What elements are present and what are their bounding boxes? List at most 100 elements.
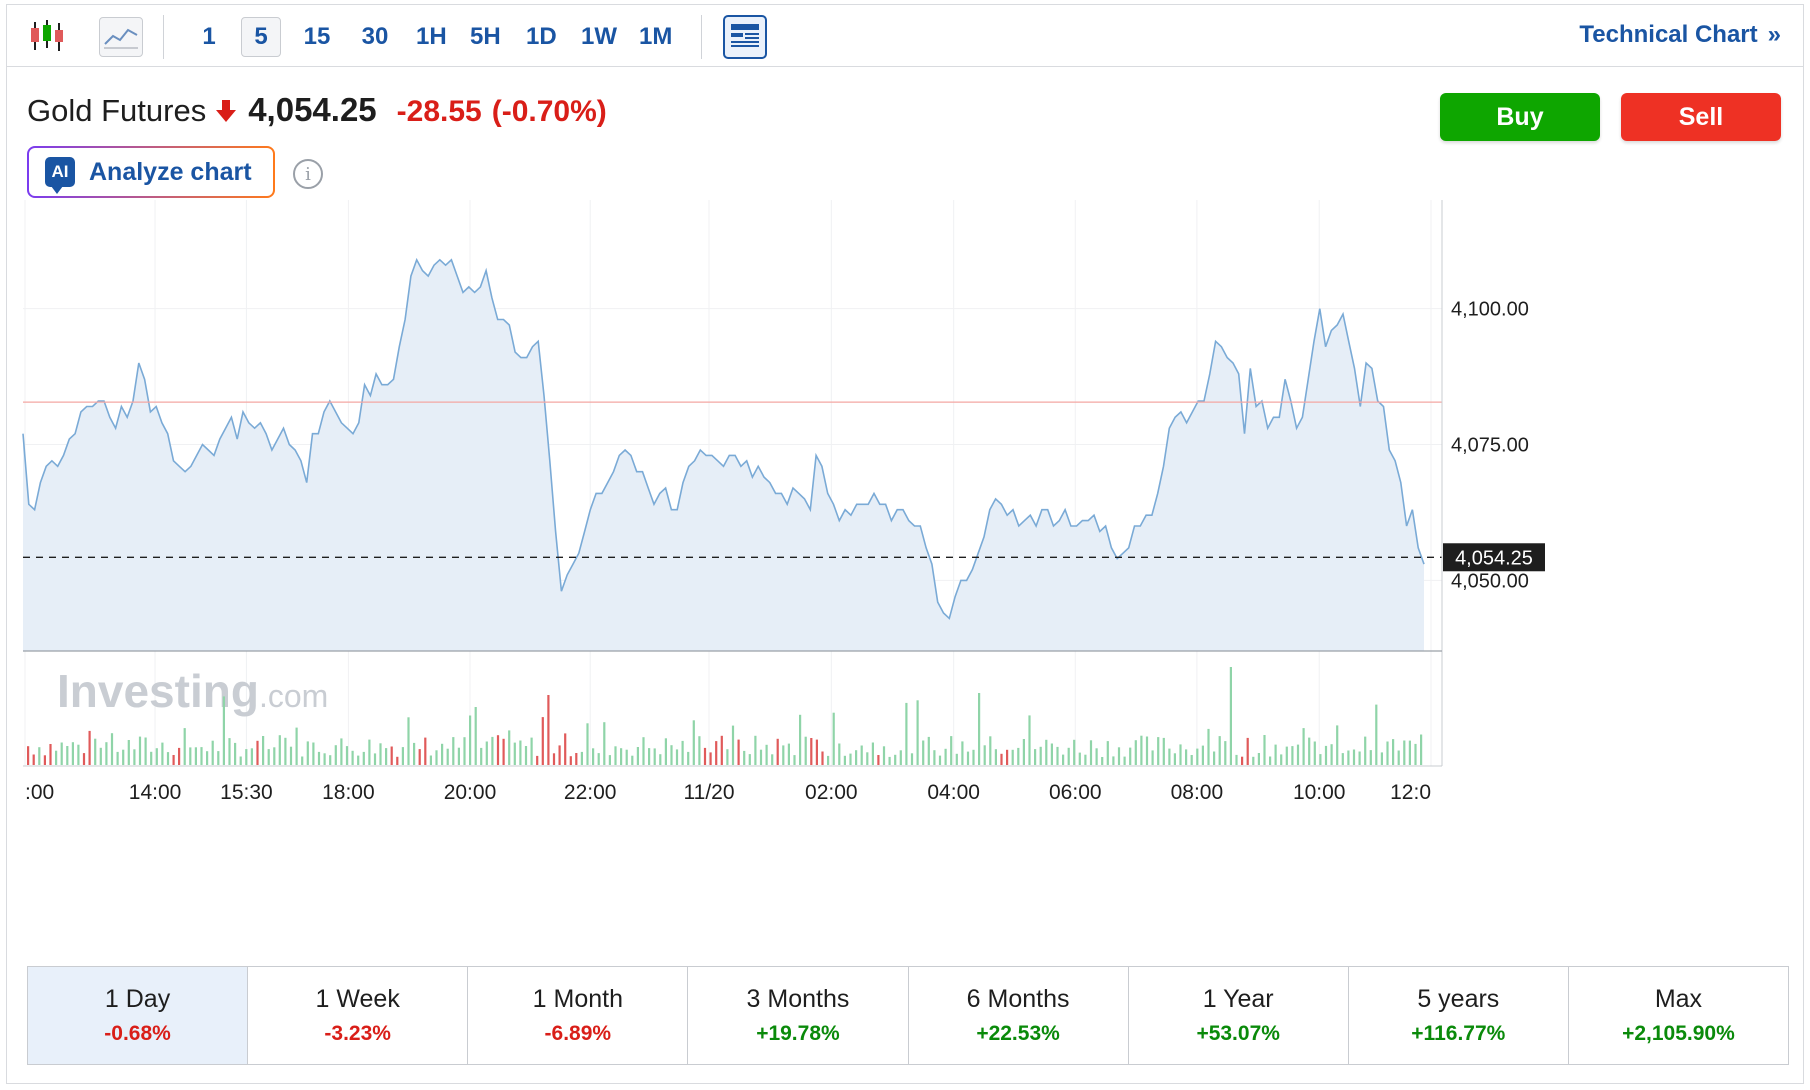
volume-bar: [424, 737, 427, 765]
volume-bar: [675, 749, 679, 765]
watermark-suffix: .com: [259, 678, 328, 714]
sell-button[interactable]: Sell: [1621, 93, 1781, 141]
interval-30[interactable]: 30: [361, 23, 389, 50]
news-overlay-icon[interactable]: [723, 15, 767, 59]
volume-bar: [390, 746, 393, 765]
volume-bar: [161, 742, 164, 765]
volume-bar: [463, 737, 466, 765]
interval-15[interactable]: 15: [303, 23, 331, 50]
volume-bar: [771, 754, 774, 765]
volume-bar: [116, 751, 119, 765]
volume-bar: [245, 749, 248, 765]
volume-bar: [289, 746, 293, 765]
interval-1[interactable]: 1: [202, 23, 216, 50]
period-tab[interactable]: 1 Year +53.07%: [1129, 967, 1349, 1064]
volume-bar: [429, 755, 432, 765]
price-chart[interactable]: Investing.com 4,100.00 4,075.00 4,050.00 :…: [7, 5, 1803, 945]
instrument-header: Gold Futures 4,054.25 -28.55 (-0.70%): [27, 91, 607, 129]
period-tab[interactable]: Max +2,105.90%: [1569, 967, 1788, 1064]
volume-bar: [1162, 737, 1165, 765]
buy-button[interactable]: Buy: [1440, 93, 1600, 141]
volume-bar: [955, 753, 958, 765]
volume-bar: [474, 707, 477, 765]
interval-1d[interactable]: 1D: [526, 23, 557, 50]
volume-bar: [910, 753, 914, 765]
volume-bar: [77, 744, 80, 765]
x-tick-label: 10:00: [1293, 781, 1346, 804]
volume-bar: [1050, 743, 1053, 765]
volume-bar: [541, 717, 544, 765]
period-tab[interactable]: 1 Week -3.23%: [248, 967, 469, 1064]
period-tab[interactable]: 3 Months +19.78%: [688, 967, 909, 1064]
volume-bar: [709, 752, 712, 765]
volume-bar: [189, 747, 192, 765]
period-change: +116.77%: [1411, 1022, 1506, 1045]
volume-bar: [396, 756, 399, 765]
toolbar-divider: [163, 15, 164, 59]
volume-bar: [413, 742, 416, 765]
volume-bar: [759, 749, 763, 765]
x-tick-label: 12:0: [1390, 781, 1431, 804]
volume-bar: [698, 736, 701, 765]
volume-bar: [821, 751, 824, 765]
volume-bar: [799, 714, 802, 765]
line-chart-icon[interactable]: [99, 17, 143, 57]
interval-1h[interactable]: 1H: [416, 23, 447, 50]
period-label: 1 Month: [532, 985, 623, 1013]
volume-bar: [407, 717, 410, 765]
period-tab[interactable]: 1 Day -0.68%: [28, 967, 249, 1064]
volume-bar: [262, 736, 265, 765]
volume-bar: [32, 754, 35, 765]
volume-bar: [1073, 739, 1076, 765]
price-change: -28.55: [396, 95, 482, 128]
period-tab[interactable]: 1 Month -6.89%: [468, 967, 689, 1064]
price-change-percent: (-0.70%): [491, 95, 607, 128]
volume-bar: [1011, 749, 1014, 765]
x-tick-label: 06:00: [1049, 781, 1102, 804]
volume-bar: [1224, 741, 1227, 765]
period-label: 1 Day: [104, 985, 171, 1013]
candlestick-chart-icon[interactable]: [27, 19, 67, 53]
volume-bar: [843, 755, 846, 765]
interval-5h[interactable]: 5H: [470, 23, 501, 50]
volume-bar: [166, 752, 170, 765]
interval-5[interactable]: 5: [241, 17, 281, 57]
volume-bar: [743, 750, 746, 765]
volume-bar: [105, 742, 108, 765]
volume-bar: [1229, 667, 1232, 765]
volume-bar: [373, 753, 377, 765]
volume-bar: [1364, 736, 1367, 765]
volume-bar: [446, 748, 449, 765]
volume-bar: [558, 745, 561, 765]
volume-bar: [66, 746, 69, 765]
volume-bar: [765, 744, 768, 765]
volume-bar: [1263, 735, 1266, 765]
info-icon[interactable]: i: [293, 159, 323, 189]
volume-bar: [871, 742, 874, 765]
volume-bar: [1252, 756, 1255, 765]
period-tab[interactable]: 5 years +116.77%: [1349, 967, 1569, 1064]
period-tab[interactable]: 6 Months +22.53%: [909, 967, 1129, 1064]
volume-bar: [614, 746, 617, 765]
volume-bar: [603, 722, 606, 765]
technical-chart-link[interactable]: Technical Chart »: [1579, 21, 1781, 49]
analyze-chart-button[interactable]: AI Analyze chart: [27, 146, 275, 198]
volume-bar: [55, 750, 58, 765]
volume-bar: [653, 748, 656, 765]
volume-bar: [183, 728, 186, 765]
volume-bar: [323, 753, 326, 765]
interval-1m[interactable]: 1M: [639, 23, 673, 50]
period-label: Max: [1654, 985, 1703, 1013]
volume-bar: [994, 749, 997, 765]
volume-bar: [754, 735, 757, 765]
interval-1w[interactable]: 1W: [581, 23, 617, 50]
volume-bar: [1123, 756, 1126, 765]
volume-bar: [793, 755, 796, 765]
volume-bar: [1185, 749, 1188, 765]
volume-bar: [1347, 750, 1350, 765]
x-tick-label: 18:00: [322, 781, 375, 804]
volume-bar: [899, 750, 902, 765]
x-tick-label: 14:00: [129, 781, 182, 804]
chart-axes: [23, 200, 1443, 767]
volume-bar: [938, 755, 942, 765]
